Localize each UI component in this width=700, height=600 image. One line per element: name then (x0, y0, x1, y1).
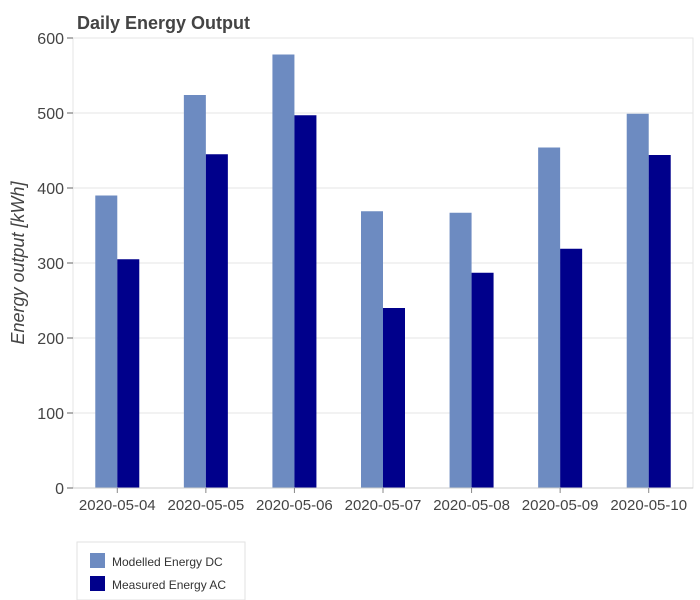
chart-title: Daily Energy Output (77, 13, 250, 33)
x-tick-label: 2020-05-10 (610, 497, 687, 514)
x-tick-label: 2020-05-06 (256, 497, 333, 514)
bar-measured-energy-ac (205, 154, 228, 488)
x-tick-label: 2020-05-04 (79, 497, 156, 514)
x-tick-label: 2020-05-08 (433, 497, 510, 514)
y-tick-label: 0 (55, 481, 64, 498)
y-tick-label: 300 (37, 256, 64, 273)
y-tick-label: 400 (37, 181, 64, 198)
bar-measured-energy-ac (383, 308, 405, 488)
legend-swatch-modelled (90, 553, 105, 568)
y-axis-ticks: 0 100 200 300 400 500 600 (37, 31, 73, 498)
legend-label-modelled: Modelled Energy DC (112, 555, 223, 569)
bar-measured-energy-ac (117, 259, 140, 488)
x-tick-label: 2020-05-09 (522, 497, 599, 514)
x-tick-label: 2020-05-05 (167, 497, 244, 514)
bars (95, 54, 671, 488)
bar-modelled-energy-dc (449, 212, 472, 488)
bar-measured-energy-ac (648, 155, 671, 488)
bar-measured-energy-ac (471, 272, 494, 488)
y-axis-label: Energy output [kWh] (8, 180, 28, 344)
bar-modelled-energy-dc (626, 113, 649, 488)
bar-modelled-energy-dc (95, 195, 118, 488)
x-tick-label: 2020-05-07 (345, 497, 422, 514)
bar-measured-energy-ac (560, 248, 583, 488)
legend: Modelled Energy DC Measured Energy AC (76, 541, 246, 600)
bar-measured-energy-ac (294, 115, 317, 488)
y-tick-label: 200 (37, 331, 64, 348)
x-axis-ticks: 2020-05-04 2020-05-05 2020-05-06 2020-05-07… (79, 488, 687, 514)
legend-swatch-measured (90, 576, 105, 591)
bar-modelled-energy-dc (361, 211, 383, 488)
y-tick-label: 100 (37, 406, 64, 423)
y-tick-label: 500 (37, 106, 64, 123)
bar-modelled-energy-dc (272, 54, 295, 488)
gridlines (73, 37, 693, 414)
legend-label-measured: Measured Energy AC (112, 578, 226, 592)
bar-modelled-energy-dc (183, 95, 206, 488)
bar-modelled-energy-dc (538, 147, 561, 488)
y-tick-label: 600 (37, 31, 64, 48)
